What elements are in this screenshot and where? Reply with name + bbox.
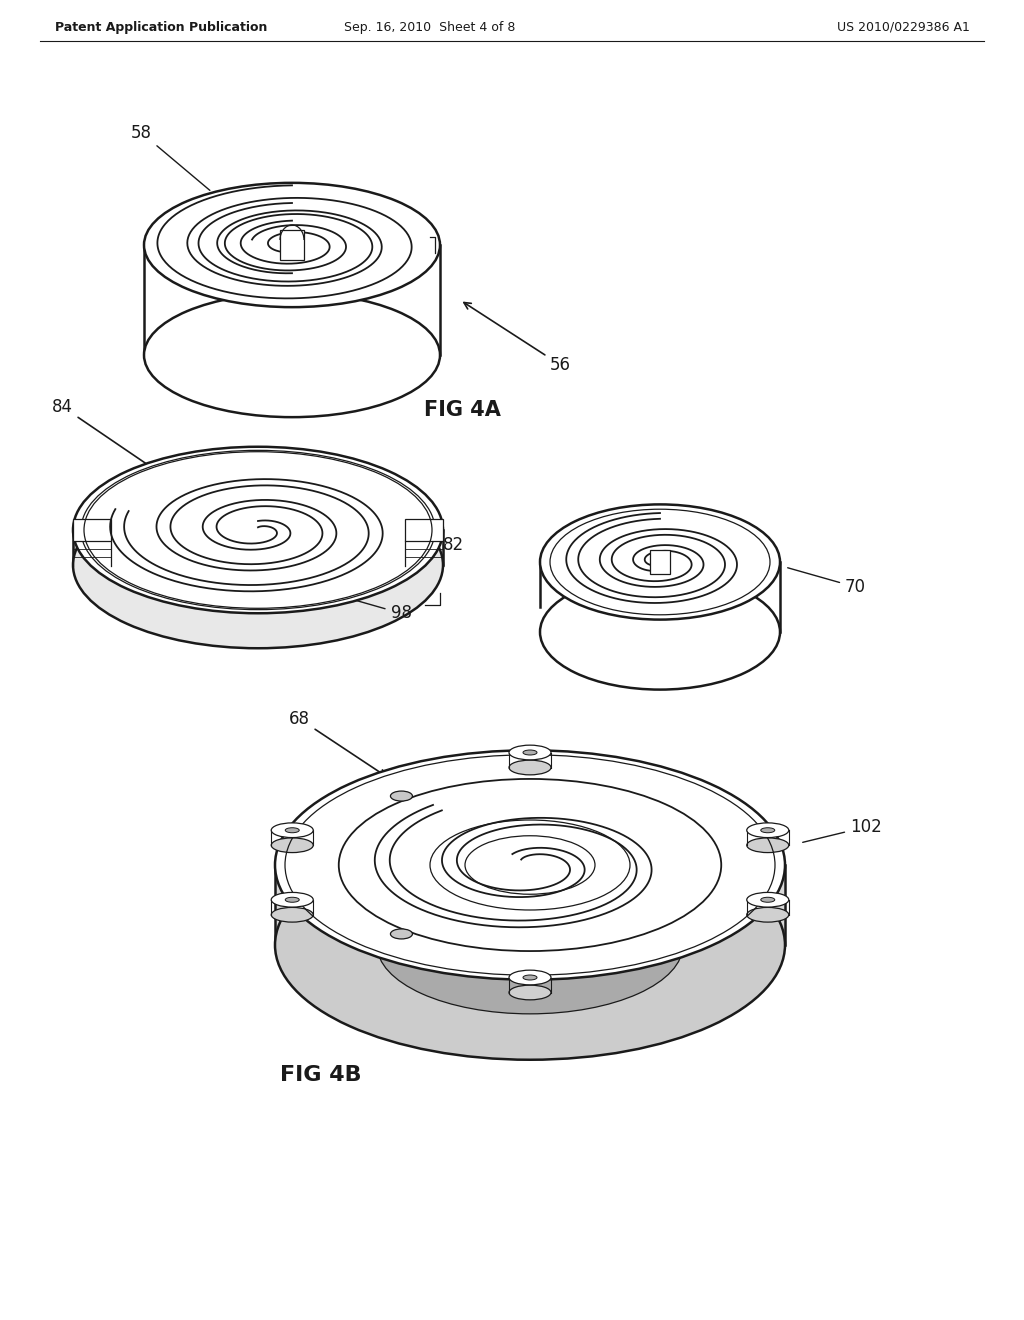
Ellipse shape xyxy=(377,876,683,1014)
Ellipse shape xyxy=(540,574,780,689)
Text: Patent Application Publication: Patent Application Publication xyxy=(55,21,267,33)
FancyBboxPatch shape xyxy=(406,519,443,541)
Ellipse shape xyxy=(746,892,788,907)
Text: US 2010/0229386 A1: US 2010/0229386 A1 xyxy=(838,21,970,33)
Ellipse shape xyxy=(390,929,413,939)
Text: 110: 110 xyxy=(535,779,566,833)
Ellipse shape xyxy=(509,760,551,775)
FancyBboxPatch shape xyxy=(73,519,111,541)
Ellipse shape xyxy=(509,970,551,985)
Ellipse shape xyxy=(286,898,299,903)
Ellipse shape xyxy=(73,446,443,614)
Text: 102: 102 xyxy=(803,818,882,842)
Text: 56: 56 xyxy=(464,302,571,374)
Ellipse shape xyxy=(746,822,788,838)
Ellipse shape xyxy=(271,892,313,907)
Text: FIG 4A: FIG 4A xyxy=(424,400,501,420)
Text: 104: 104 xyxy=(364,828,472,846)
Ellipse shape xyxy=(271,822,313,838)
Ellipse shape xyxy=(390,791,413,801)
Ellipse shape xyxy=(144,183,440,308)
Ellipse shape xyxy=(144,293,440,417)
Ellipse shape xyxy=(761,898,775,903)
Ellipse shape xyxy=(509,985,551,999)
Text: 70: 70 xyxy=(787,568,866,597)
Ellipse shape xyxy=(761,828,775,833)
Text: FIG 4B: FIG 4B xyxy=(280,1065,361,1085)
Ellipse shape xyxy=(286,828,299,833)
Ellipse shape xyxy=(509,746,551,760)
Ellipse shape xyxy=(523,750,537,755)
Ellipse shape xyxy=(540,504,780,619)
Bar xyxy=(280,230,304,260)
Bar xyxy=(650,550,670,574)
Ellipse shape xyxy=(73,482,443,648)
Text: Sep. 16, 2010  Sheet 4 of 8: Sep. 16, 2010 Sheet 4 of 8 xyxy=(344,21,516,33)
Text: 58: 58 xyxy=(131,124,210,190)
Text: 68: 68 xyxy=(289,710,386,776)
Ellipse shape xyxy=(271,907,313,923)
Ellipse shape xyxy=(271,838,313,853)
Ellipse shape xyxy=(275,750,785,979)
Ellipse shape xyxy=(523,975,537,979)
Ellipse shape xyxy=(746,838,788,853)
Text: 82: 82 xyxy=(362,536,464,554)
Text: 98: 98 xyxy=(316,589,412,622)
Polygon shape xyxy=(275,865,785,945)
Ellipse shape xyxy=(746,907,788,923)
Ellipse shape xyxy=(275,830,785,1060)
Text: 84: 84 xyxy=(52,397,155,469)
